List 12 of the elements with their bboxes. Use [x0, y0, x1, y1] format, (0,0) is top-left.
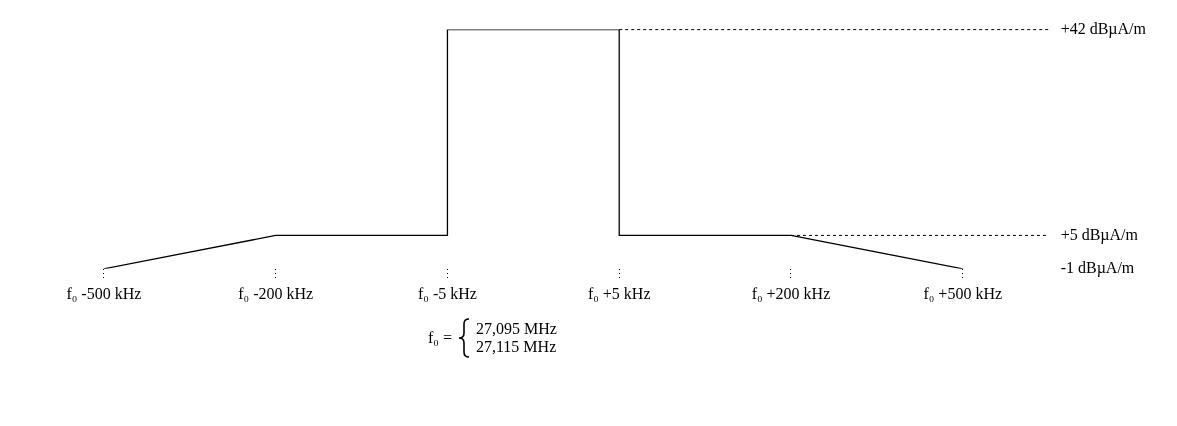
- text: f₀ =: [428, 329, 452, 347]
- x-tick-label: f₀ +5 kHz: [587, 284, 651, 302]
- y-tick-label: +42 dBµA/m: [1060, 19, 1147, 38]
- y-tick-label: -1 dBµA/m: [1060, 259, 1135, 277]
- x-tick-label: f₀ -5 kHz: [417, 284, 477, 302]
- x-tick-label: f₀ +500 kHz: [923, 284, 1003, 302]
- x-tick-label: f₀ +200 kHz: [751, 284, 831, 302]
- y-tick-label: +5 dBµA/m: [1060, 225, 1139, 244]
- text: 27,115 MHz: [475, 338, 557, 356]
- x-tick-label: f₀ -200 kHz: [238, 284, 314, 302]
- x-tick-label: f₀ -500 kHz: [66, 284, 142, 302]
- text: 27,095 MHz: [475, 320, 557, 338]
